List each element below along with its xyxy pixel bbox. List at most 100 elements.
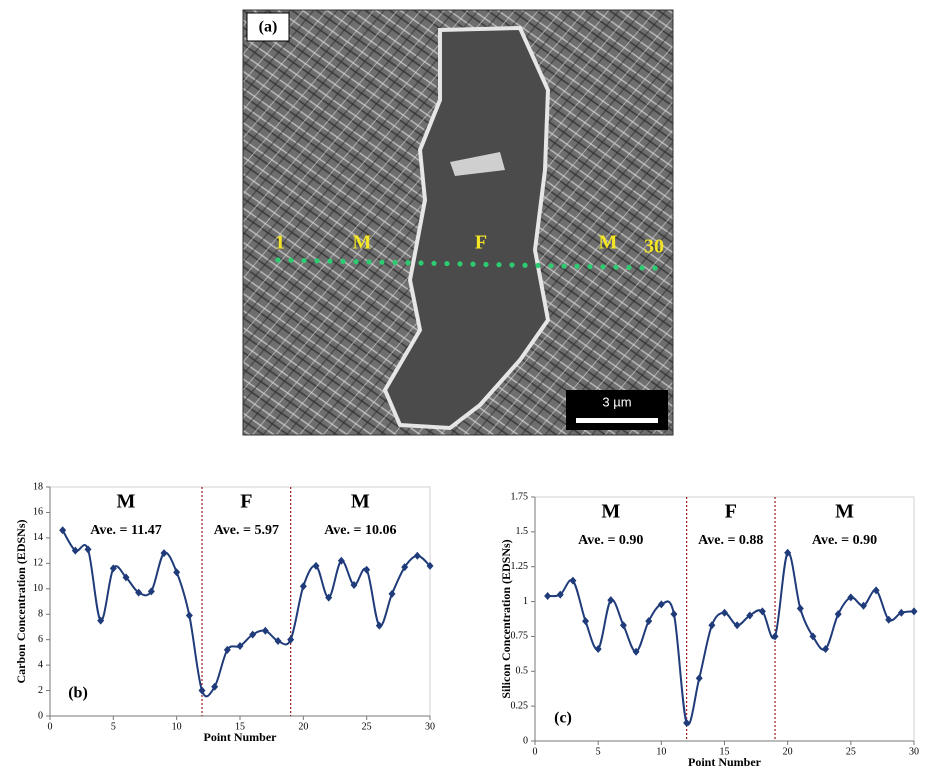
series-line (547, 551, 915, 726)
scan-dot (535, 262, 541, 269)
data-point (746, 611, 754, 620)
data-point (733, 621, 741, 630)
region-label: M (601, 501, 620, 523)
data-point (122, 573, 130, 582)
scan-dot (392, 259, 398, 266)
data-point (198, 686, 206, 695)
data-point (109, 564, 117, 573)
scan-dot (379, 259, 385, 265)
y-tick-label: 8 (38, 609, 43, 620)
region-label: M (351, 491, 370, 513)
data-point (771, 632, 779, 641)
data-point (236, 642, 244, 651)
data-point (582, 617, 590, 626)
scan-dot (340, 258, 346, 264)
scan-dot (366, 259, 372, 265)
data-point (160, 549, 168, 558)
scale-bar-label: 3 µm (602, 394, 631, 409)
data-point (594, 644, 602, 653)
y-tick-label: 1.5 (516, 526, 529, 537)
data-point (363, 565, 371, 574)
scan-dot (405, 260, 411, 266)
region-label: F (475, 232, 487, 254)
scan-dot (652, 265, 658, 271)
scan-dot (626, 264, 632, 271)
scan-dot (509, 262, 515, 268)
data-point (569, 576, 577, 585)
scan-line (275, 257, 658, 271)
scan-dot (327, 258, 333, 264)
sem-image: (a) 3 µm 1 M F M 30 (242, 9, 674, 436)
data-point (897, 608, 905, 617)
data-point (350, 580, 358, 589)
data-point (619, 621, 627, 630)
y-tick-label: 18 (33, 481, 43, 492)
y-tick-label: 10 (33, 583, 43, 594)
chart: 0 0.25 0.5 0.75 1 1.25 1.5 1.75 0 5 10 15 20 25 30 Poin… (499, 491, 919, 766)
scan-dot (457, 261, 463, 267)
x-axis-label: Point Number (204, 730, 278, 744)
y-tick-label: 14 (33, 532, 43, 543)
scan-dot (574, 263, 580, 269)
panel-label: (b) (68, 685, 88, 702)
x-tick-label: 25 (362, 721, 372, 732)
data-point (413, 551, 421, 560)
x-tick-label: 10 (172, 721, 182, 732)
scan-start: 1 (275, 232, 285, 254)
data-point (872, 586, 880, 595)
chart: 0 2 4 6 8 10 12 14 16 18 0 5 10 15 20 25 30 Point Number C… (14, 481, 435, 743)
y-tick-label: 1.25 (511, 561, 529, 572)
region-average: Ave. = 0.90 (812, 533, 877, 548)
data-point (71, 546, 79, 555)
data-point (388, 589, 396, 598)
region-average: Ave. = 0.88 (698, 533, 763, 548)
data-point (670, 610, 678, 619)
x-axis-label: Point Number (688, 755, 762, 766)
y-tick-label: 0.75 (511, 631, 529, 642)
data-point (84, 545, 92, 554)
scan-dot (444, 260, 450, 267)
data-point (822, 644, 830, 653)
data-point (859, 601, 867, 610)
y-axis-label: Silicon Concentration (EDSNs) (499, 539, 513, 698)
data-point (401, 563, 409, 572)
scan-dot (275, 257, 281, 263)
scan-dot (548, 263, 554, 269)
x-tick-label: 20 (298, 721, 308, 732)
data-point (375, 621, 383, 630)
data-point (185, 611, 193, 620)
data-point (426, 561, 434, 570)
region-label: M (353, 232, 372, 254)
data-point (847, 593, 855, 602)
x-tick-label: 0 (533, 746, 538, 757)
region-average: Ave. = 5.97 (214, 523, 279, 538)
data-point (708, 621, 716, 630)
data-point (97, 616, 105, 625)
data-point (695, 674, 703, 683)
scan-dot (470, 261, 476, 267)
data-point (632, 647, 640, 656)
y-tick-label: 16 (33, 507, 43, 518)
x-tick-label: 5 (596, 746, 601, 757)
scan-dot (522, 262, 528, 268)
y-tick-label: 1 (523, 596, 528, 607)
data-point (325, 593, 333, 602)
data-point (59, 526, 67, 535)
data-point (287, 635, 295, 644)
scan-dot (496, 262, 502, 268)
y-tick-label: 0.25 (511, 700, 529, 711)
region-label: F (725, 501, 737, 523)
y-tick-label: 0 (38, 710, 43, 721)
data-point (645, 617, 653, 626)
data-point (796, 604, 804, 613)
y-tick-label: 4 (38, 659, 43, 670)
region-average: Ave. = 0.90 (578, 533, 643, 548)
series-line (61, 529, 431, 698)
data-point (312, 561, 320, 570)
data-point (607, 596, 615, 605)
data-point (135, 588, 143, 597)
y-tick-label: 0.5 (516, 666, 529, 677)
data-point (683, 718, 691, 727)
y-axis-label: Carbon Concentration (EDSNs) (14, 519, 28, 683)
